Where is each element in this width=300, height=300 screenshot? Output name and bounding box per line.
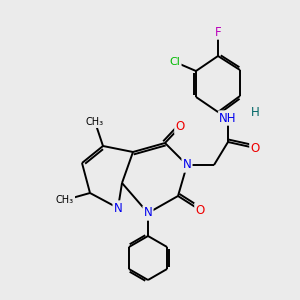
Text: N: N [114, 202, 122, 214]
Text: N: N [144, 206, 152, 220]
Text: O: O [195, 203, 205, 217]
Text: O: O [250, 142, 260, 154]
Text: CH₃: CH₃ [56, 195, 74, 205]
Text: F: F [215, 26, 221, 38]
Text: N: N [183, 158, 191, 172]
Text: O: O [176, 121, 184, 134]
Text: Cl: Cl [169, 57, 180, 67]
Text: H: H [250, 106, 260, 119]
Text: CH₃: CH₃ [86, 117, 104, 127]
Text: NH: NH [219, 112, 237, 124]
